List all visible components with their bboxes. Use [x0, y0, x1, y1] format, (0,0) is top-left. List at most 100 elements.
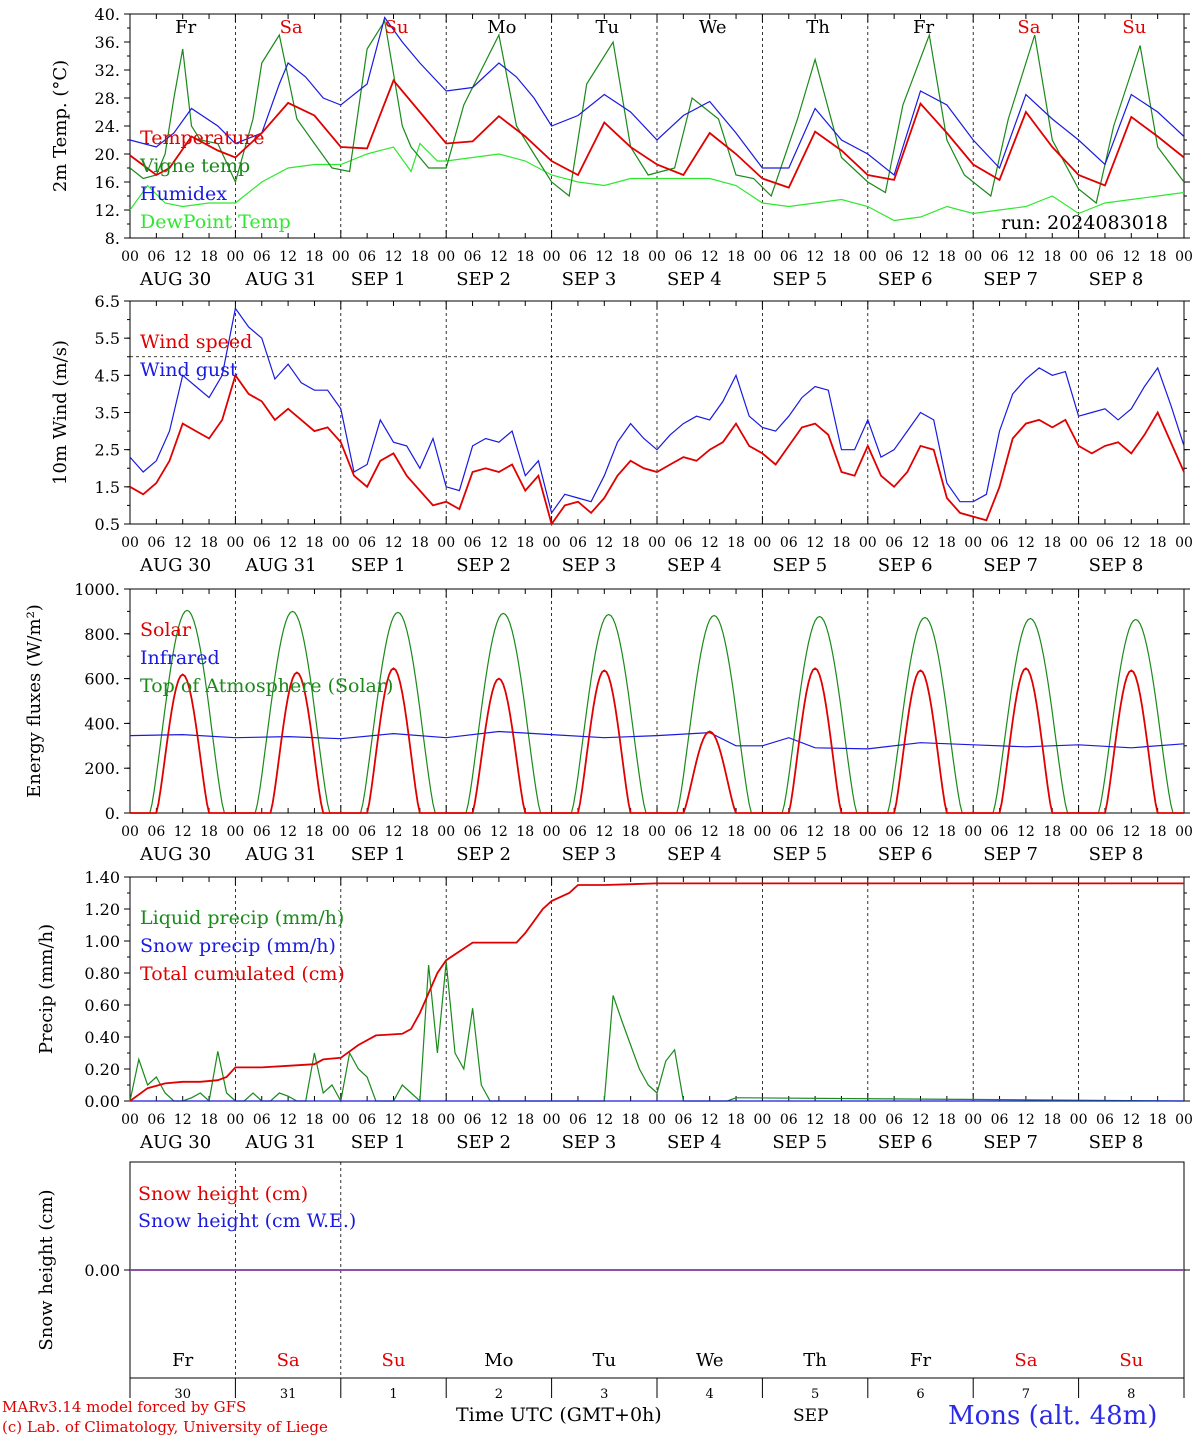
hour-tick-label: 18 — [411, 249, 429, 265]
hour-tick-label: 12 — [806, 249, 824, 265]
hour-tick-label: 06 — [464, 1112, 482, 1128]
hour-tick-label: 18 — [727, 249, 745, 265]
legend-entry: Solar — [140, 619, 192, 641]
hour-tick-label: 18 — [200, 824, 218, 840]
hour-tick-label: 00 — [753, 824, 771, 840]
hour-tick-label: 18 — [938, 535, 956, 551]
y-axis-label: Precip (mm/h) — [36, 924, 57, 1054]
legend-entry: Top of Atmosphere (Solar) — [140, 675, 393, 697]
hour-tick-label: 18 — [833, 249, 851, 265]
legend-entry: Liquid precip (mm/h) — [140, 907, 344, 929]
date-label: SEP 6 — [878, 269, 933, 290]
hour-tick-label: 00 — [437, 249, 455, 265]
date-label: SEP 3 — [562, 844, 617, 865]
date-label: SEP 2 — [456, 269, 511, 290]
legend-entry: Temperature — [140, 127, 264, 149]
date-label: SEP 4 — [667, 844, 722, 865]
date-label: SEP 2 — [456, 1132, 511, 1153]
hour-tick-label: 18 — [833, 1112, 851, 1128]
date-label: SEP 1 — [351, 555, 406, 576]
hour-tick-label: 12 — [701, 535, 719, 551]
hour-tick-label: 00 — [964, 535, 982, 551]
hour-tick-label: 12 — [1122, 824, 1140, 840]
y-tick-label: 3.5 — [95, 404, 120, 423]
hour-tick-label: 12 — [174, 249, 192, 265]
date-label: SEP 8 — [1089, 844, 1144, 865]
hour-tick-label: 18 — [200, 1112, 218, 1128]
weekday-label: Mo — [487, 17, 516, 38]
hour-tick-label: 18 — [306, 1112, 324, 1128]
date-label: SEP 7 — [983, 555, 1038, 576]
hour-tick-label: 18 — [411, 535, 429, 551]
date-label: SEP 4 — [667, 1132, 722, 1153]
hour-tick-label: 00 — [964, 249, 982, 265]
hour-tick-label: 18 — [1043, 249, 1061, 265]
date-label: SEP 5 — [772, 844, 827, 865]
hour-tick-label: 06 — [885, 824, 903, 840]
legend-entry: Snow precip (mm/h) — [140, 935, 336, 957]
model-credit: MARv3.14 model forced by GFS — [2, 1398, 247, 1416]
hour-tick-label: 06 — [1096, 249, 1114, 265]
hour-tick-label: 12 — [595, 535, 613, 551]
hour-tick-label: 06 — [674, 824, 692, 840]
date-label: SEP 5 — [772, 269, 827, 290]
date-label: AUG 31 — [244, 1132, 316, 1153]
hour-tick-label: 12 — [490, 824, 508, 840]
hour-tick-label: 12 — [1122, 535, 1140, 551]
hour-tick-label: 06 — [991, 1112, 1009, 1128]
hour-tick-label: 18 — [938, 1112, 956, 1128]
hour-tick-label: 06 — [358, 535, 376, 551]
hour-tick-label: 00 — [121, 535, 139, 551]
hour-tick-label: 12 — [701, 249, 719, 265]
hour-tick-label: 18 — [833, 535, 851, 551]
y-tick-label: 1.00 — [84, 932, 120, 951]
hour-tick-label: 00 — [1070, 824, 1088, 840]
hour-tick-label: 06 — [358, 824, 376, 840]
hour-tick-label: 18 — [306, 824, 324, 840]
legend-entry: DewPoint Temp — [140, 211, 291, 233]
hour-tick-label: 06 — [569, 249, 587, 265]
y-tick-label: 12. — [95, 201, 120, 220]
hour-tick-label: 18 — [306, 535, 324, 551]
hour-tick-label: 00 — [121, 1112, 139, 1128]
hour-tick-label: 12 — [174, 1112, 192, 1128]
hour-tick-label: 12 — [912, 249, 930, 265]
hour-tick-label: 12 — [595, 1112, 613, 1128]
hour-tick-label: 00 — [648, 535, 666, 551]
hour-tick-label: 12 — [490, 249, 508, 265]
hour-tick-label: 00 — [964, 824, 982, 840]
hour-tick-label: 18 — [938, 824, 956, 840]
date-label: SEP 5 — [772, 1132, 827, 1153]
hour-tick-label: 06 — [780, 824, 798, 840]
hour-tick-label: 00 — [859, 824, 877, 840]
hour-tick-label: 00 — [437, 535, 455, 551]
hour-tick-label: 00 — [1175, 535, 1193, 551]
date-label: SEP 6 — [878, 844, 933, 865]
hour-tick-label: 00 — [226, 1112, 244, 1128]
hour-tick-label: 06 — [253, 249, 271, 265]
date-label: SEP 8 — [1089, 1132, 1144, 1153]
hour-tick-label: 18 — [938, 249, 956, 265]
hour-tick-label: 06 — [1096, 1112, 1114, 1128]
hour-tick-label: 00 — [753, 1112, 771, 1128]
hour-tick-label: 00 — [1070, 249, 1088, 265]
hour-tick-label: 00 — [648, 824, 666, 840]
hour-tick-label: 12 — [174, 824, 192, 840]
hour-tick-label: 12 — [701, 824, 719, 840]
day-number-label: 4 — [706, 1387, 714, 1402]
hour-tick-label: 00 — [332, 824, 350, 840]
weekday-label: Tu — [595, 17, 619, 38]
hour-tick-label: 12 — [1122, 1112, 1140, 1128]
day-number-label: 3 — [600, 1387, 608, 1402]
y-tick-label: 2.5 — [95, 441, 120, 460]
date-label: SEP 7 — [983, 269, 1038, 290]
legend-entry: Infrared — [140, 647, 220, 669]
legend-entry: Total cumulated (cm) — [140, 963, 345, 985]
weekday-label: Fr — [175, 17, 196, 38]
hour-tick-label: 18 — [622, 824, 640, 840]
hour-tick-label: 00 — [543, 249, 561, 265]
hour-tick-label: 12 — [806, 535, 824, 551]
legend-entry: Humidex — [140, 183, 227, 205]
hour-tick-label: 12 — [279, 249, 297, 265]
